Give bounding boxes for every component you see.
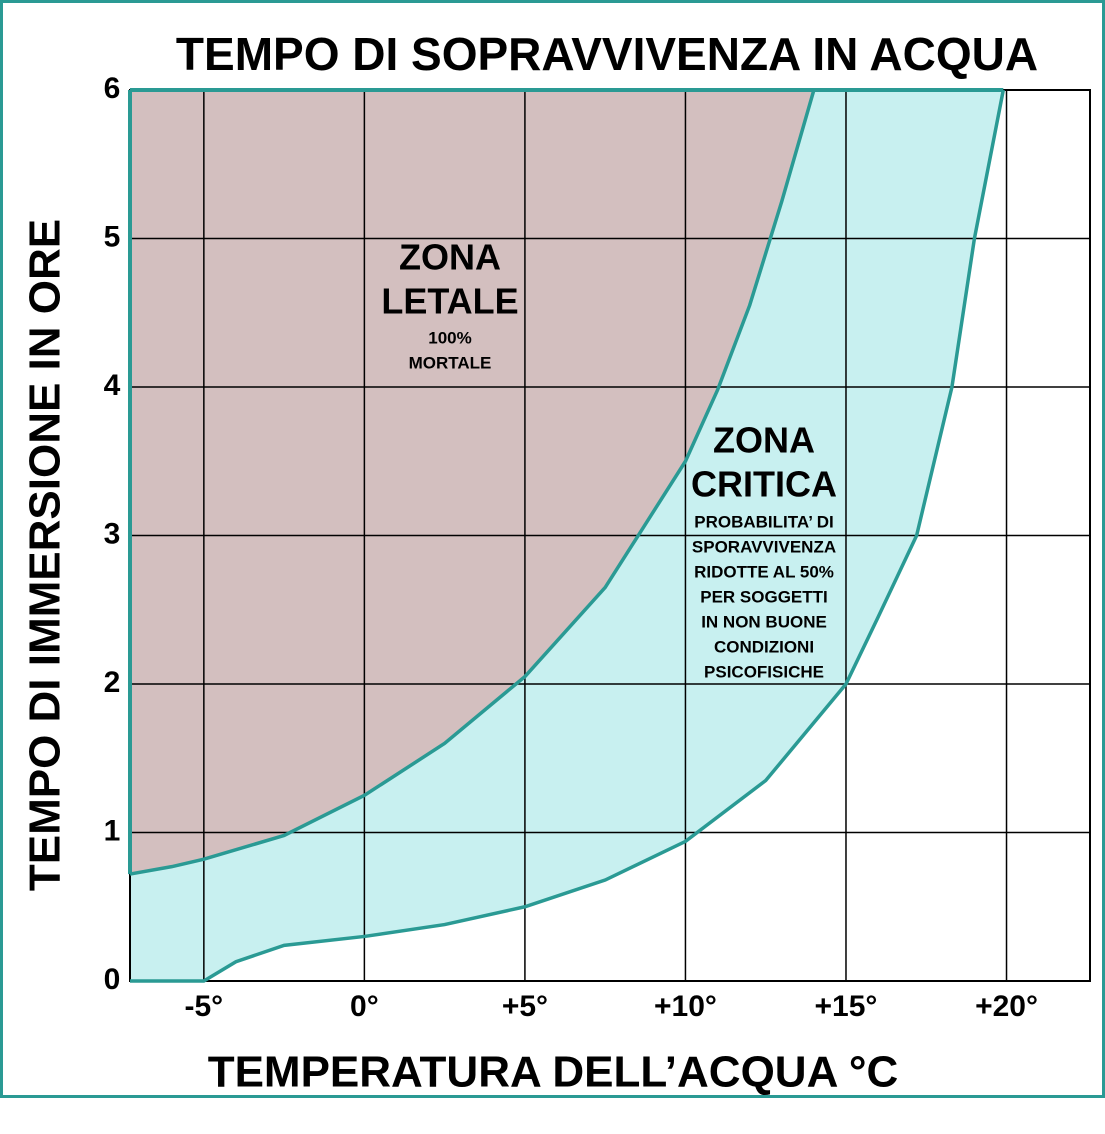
x-tick-label: +5°: [502, 990, 548, 1023]
zone-detail: PROBABILITA’ DI: [694, 512, 833, 531]
x-tick-label: 0°: [350, 990, 379, 1023]
zone-heading: CRITICA: [691, 464, 837, 505]
zone-detail: SPORAVVIVENZA: [692, 537, 836, 556]
zone-heading: LETALE: [381, 281, 518, 322]
y-tick-label: 6: [104, 72, 121, 105]
zone-detail: MORTALE: [409, 353, 492, 372]
zone-boundary: [129, 89, 816, 876]
zone-detail: PSICOFISICHE: [704, 662, 824, 681]
y-tick-label: 3: [104, 517, 121, 550]
zone-detail: PER SOGGETTI: [700, 587, 828, 606]
zone-detail: RIDOTTE AL 50%: [694, 562, 834, 581]
y-tick-label: 4: [104, 369, 121, 402]
y-tick-label: 1: [104, 814, 121, 847]
chart-title: TEMPO DI SOPRAVVIVENZA IN ACQUA: [176, 28, 1038, 80]
zone-detail: IN NON BUONE: [701, 612, 827, 631]
x-tick-label: +15°: [815, 990, 878, 1023]
x-tick-label: +10°: [654, 990, 717, 1023]
lethal-zone-fill: [130, 90, 814, 875]
zone-heading: ZONA: [399, 237, 501, 278]
y-tick-label: 0: [104, 963, 121, 996]
zone-detail: 100%: [428, 328, 471, 347]
x-tick-label: +20°: [975, 990, 1038, 1023]
x-tick-label: -5°: [185, 990, 224, 1023]
y-axis-label: TEMPO DI IMMERSIONE IN ORE: [21, 219, 70, 891]
y-tick-label: 5: [104, 220, 121, 253]
x-axis-label: TEMPERATURA DELL’ACQUA °C: [208, 1048, 899, 1097]
zone-heading: ZONA: [713, 420, 815, 461]
y-tick-label: 2: [104, 666, 121, 699]
zone-detail: CONDIZIONI: [714, 637, 814, 656]
zone-boundary: [130, 89, 1006, 983]
